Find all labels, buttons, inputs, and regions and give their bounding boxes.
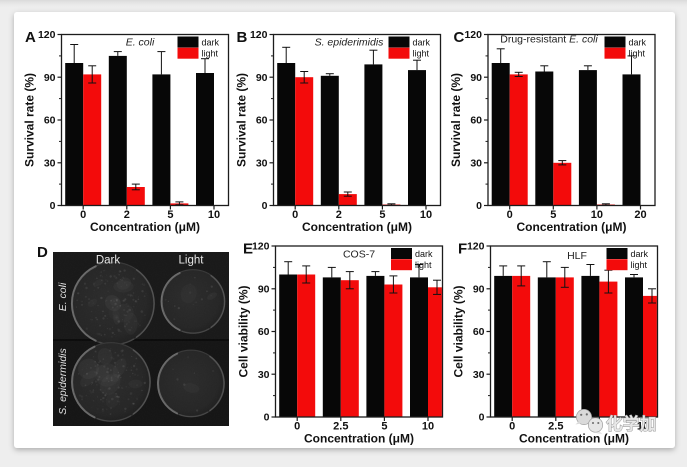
svg-text:30: 30 bbox=[473, 369, 485, 381]
svg-text:10: 10 bbox=[422, 421, 434, 433]
svg-text:60: 60 bbox=[258, 326, 270, 338]
svg-text:10: 10 bbox=[591, 209, 603, 221]
svg-text:10: 10 bbox=[637, 421, 649, 433]
svg-text:Concentration (μM): Concentration (μM) bbox=[517, 220, 627, 234]
svg-text:light: light bbox=[629, 49, 646, 59]
svg-text:light: light bbox=[202, 49, 219, 59]
svg-text:Dark: Dark bbox=[96, 255, 121, 267]
svg-text:5: 5 bbox=[381, 421, 387, 433]
svg-text:0: 0 bbox=[292, 209, 298, 221]
svg-text:E. coli: E. coli bbox=[57, 282, 69, 311]
svg-text:10: 10 bbox=[420, 209, 432, 221]
svg-text:0: 0 bbox=[479, 412, 485, 424]
svg-text:30: 30 bbox=[258, 369, 270, 381]
svg-text:0: 0 bbox=[509, 421, 515, 433]
svg-text:5: 5 bbox=[550, 209, 556, 221]
svg-text:C: C bbox=[454, 29, 465, 46]
svg-text:2.5: 2.5 bbox=[548, 421, 563, 433]
svg-text:化学加: 化学加 bbox=[606, 414, 657, 434]
svg-text:60: 60 bbox=[473, 326, 485, 338]
svg-text:dark: dark bbox=[413, 38, 431, 48]
svg-text:light: light bbox=[631, 260, 648, 270]
svg-text:dark: dark bbox=[415, 249, 433, 259]
svg-text:dark: dark bbox=[629, 38, 647, 48]
svg-text:120: 120 bbox=[252, 241, 270, 253]
svg-text:20: 20 bbox=[634, 209, 646, 221]
svg-text:0: 0 bbox=[264, 412, 270, 424]
svg-text:30: 30 bbox=[44, 157, 56, 169]
svg-text:Concentration (μM): Concentration (μM) bbox=[302, 220, 412, 234]
svg-text:2.5: 2.5 bbox=[333, 421, 348, 433]
svg-text:light: light bbox=[415, 260, 432, 270]
svg-text:light: light bbox=[413, 49, 430, 59]
svg-text:D: D bbox=[37, 244, 48, 261]
svg-text:60: 60 bbox=[44, 115, 56, 127]
svg-text:0: 0 bbox=[80, 209, 86, 221]
svg-text:30: 30 bbox=[256, 157, 268, 169]
svg-text:Drug-resistant E. coli: Drug-resistant E. coli bbox=[500, 34, 598, 46]
svg-text:0: 0 bbox=[262, 200, 268, 212]
svg-text:Cell viability (%): Cell viability (%) bbox=[452, 285, 466, 377]
svg-text:120: 120 bbox=[464, 29, 482, 41]
svg-text:5: 5 bbox=[167, 209, 173, 221]
svg-text:COS-7: COS-7 bbox=[343, 249, 375, 261]
svg-text:2: 2 bbox=[124, 209, 130, 221]
svg-text:Survival rate (%): Survival rate (%) bbox=[235, 73, 249, 167]
svg-text:120: 120 bbox=[467, 241, 485, 253]
svg-text:B: B bbox=[237, 29, 248, 46]
svg-text:S. epiderimidis: S. epiderimidis bbox=[315, 37, 385, 49]
svg-text:30: 30 bbox=[470, 157, 482, 169]
svg-text:Concentration (μM): Concentration (μM) bbox=[519, 432, 629, 446]
svg-text:5: 5 bbox=[379, 209, 385, 221]
svg-text:90: 90 bbox=[44, 72, 56, 84]
svg-text:60: 60 bbox=[256, 115, 268, 127]
svg-text:90: 90 bbox=[470, 72, 482, 84]
svg-text:2: 2 bbox=[336, 209, 342, 221]
svg-text:Survival rate (%): Survival rate (%) bbox=[449, 73, 463, 167]
svg-text:HLF: HLF bbox=[567, 250, 587, 262]
svg-text:0: 0 bbox=[476, 200, 482, 212]
svg-text:Concentration (μM): Concentration (μM) bbox=[304, 432, 414, 446]
svg-text:0: 0 bbox=[50, 200, 56, 212]
svg-text:60: 60 bbox=[470, 115, 482, 127]
svg-text:dark: dark bbox=[202, 38, 220, 48]
svg-text:Cell viability (%): Cell viability (%) bbox=[237, 285, 251, 377]
svg-text:Concentration (μM): Concentration (μM) bbox=[90, 220, 200, 234]
svg-text:120: 120 bbox=[38, 29, 56, 41]
svg-text:F: F bbox=[458, 241, 467, 258]
svg-text:0: 0 bbox=[294, 421, 300, 433]
svg-text:Light: Light bbox=[179, 255, 205, 267]
svg-text:A: A bbox=[25, 29, 36, 46]
svg-text:E: E bbox=[243, 241, 253, 258]
svg-text:90: 90 bbox=[258, 283, 270, 295]
svg-text:E. coli: E. coli bbox=[126, 37, 155, 49]
svg-text:dark: dark bbox=[631, 249, 649, 259]
svg-text:90: 90 bbox=[256, 72, 268, 84]
svg-text:10: 10 bbox=[208, 209, 220, 221]
svg-text:0: 0 bbox=[507, 209, 513, 221]
svg-text:S. epidermidis: S. epidermidis bbox=[57, 347, 69, 414]
svg-text:120: 120 bbox=[250, 29, 268, 41]
svg-text:90: 90 bbox=[473, 283, 485, 295]
svg-text:Survival rate (%): Survival rate (%) bbox=[23, 73, 37, 167]
